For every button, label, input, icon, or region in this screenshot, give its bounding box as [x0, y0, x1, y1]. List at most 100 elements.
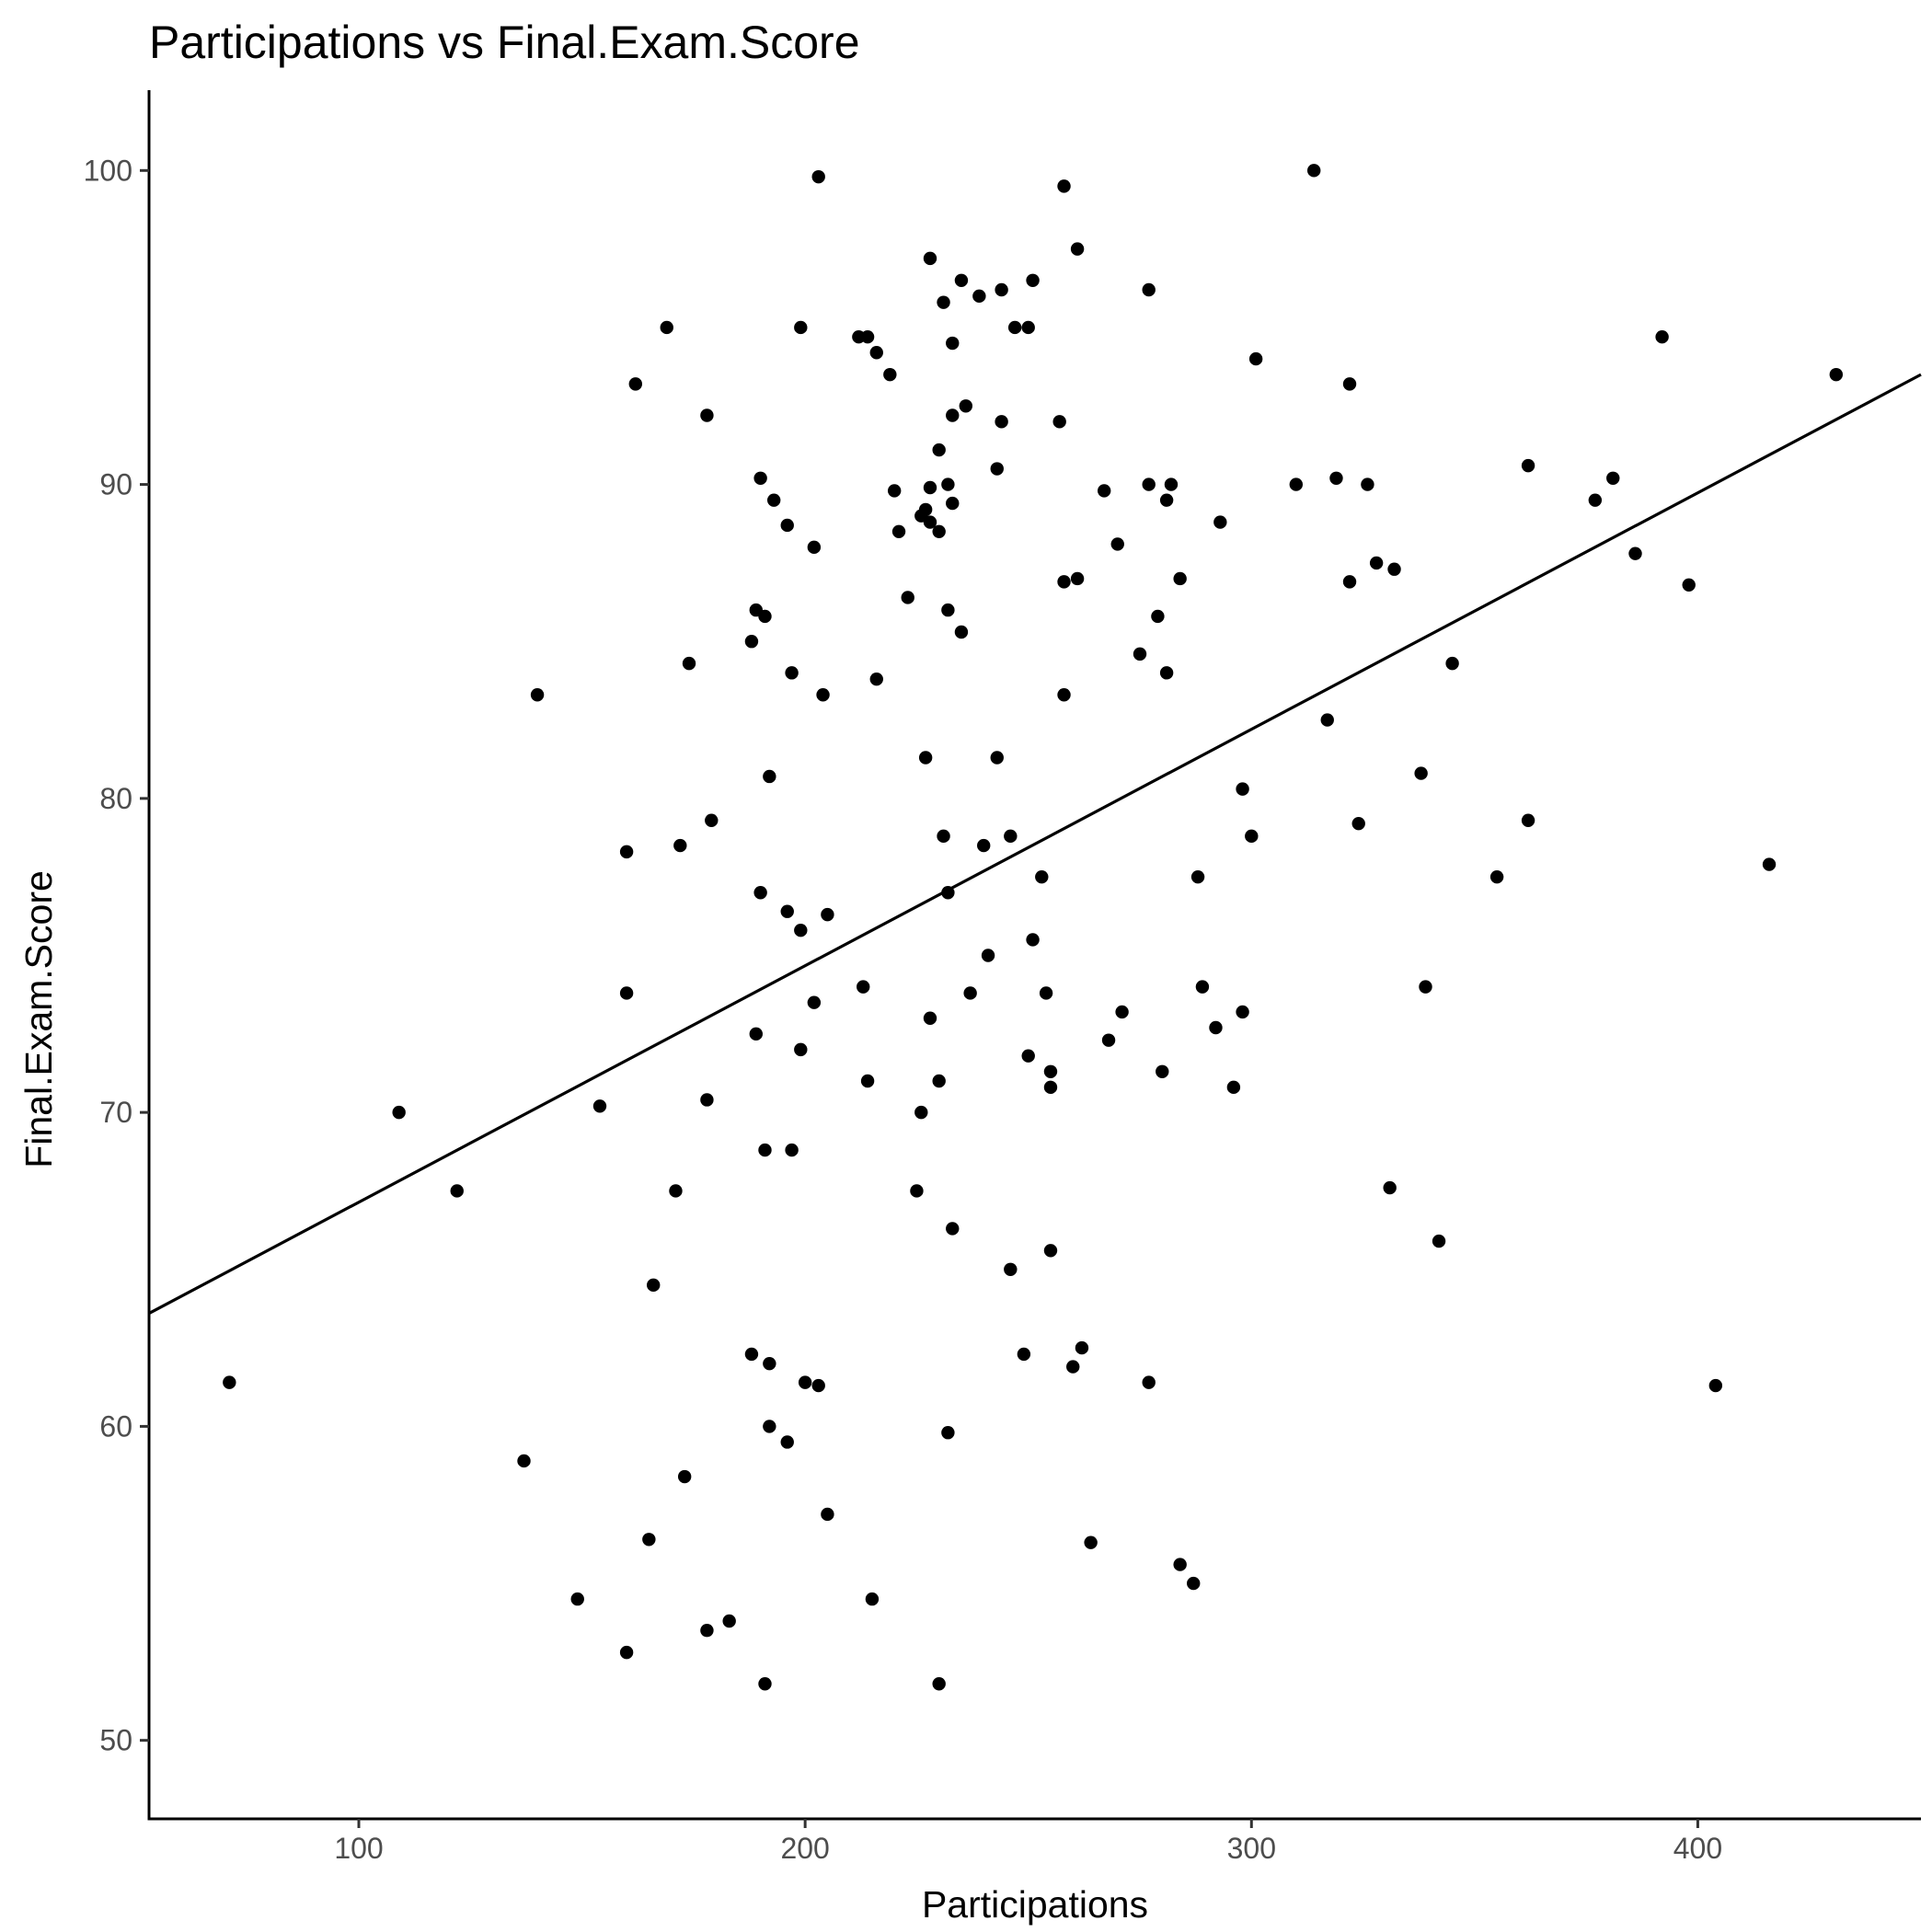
y-tick-label: 60	[99, 1409, 132, 1443]
data-point	[1097, 484, 1111, 498]
data-point	[766, 493, 781, 507]
data-point	[1307, 164, 1321, 178]
data-point	[1190, 869, 1205, 884]
x-tick-label: 100	[334, 1832, 383, 1865]
data-point	[744, 635, 759, 649]
data-point	[887, 484, 902, 498]
data-point	[1588, 493, 1603, 507]
data-point	[1057, 179, 1071, 193]
data-point	[816, 688, 830, 702]
data-point	[673, 838, 687, 853]
data-point	[1369, 556, 1384, 570]
data-point	[749, 1027, 763, 1041]
data-point	[1606, 471, 1620, 485]
data-point	[1173, 1558, 1187, 1571]
data-point	[923, 515, 937, 529]
data-point	[811, 1378, 825, 1393]
data-point	[860, 1074, 875, 1088]
data-point	[1445, 656, 1459, 671]
data-point	[946, 1222, 960, 1236]
data-point	[932, 443, 946, 457]
data-point	[883, 367, 897, 382]
x-axis-title: Participations	[922, 1883, 1148, 1926]
data-point	[891, 524, 906, 538]
data-point	[780, 1435, 794, 1449]
data-point	[918, 751, 933, 765]
data-point	[1351, 816, 1365, 831]
data-point	[995, 415, 1008, 429]
data-point	[682, 656, 696, 671]
data-point	[700, 1624, 714, 1638]
data-point	[669, 1184, 683, 1198]
data-point	[1142, 1375, 1156, 1389]
data-point	[963, 986, 977, 1000]
y-tick-label: 100	[84, 154, 132, 187]
data-point	[918, 502, 933, 517]
data-point	[901, 591, 914, 604]
data-point	[990, 462, 1004, 476]
data-point	[910, 1184, 924, 1198]
data-point	[1342, 377, 1357, 391]
data-point	[1236, 782, 1249, 796]
data-point	[811, 169, 825, 184]
x-tick-label: 200	[780, 1832, 829, 1865]
data-point	[223, 1375, 236, 1389]
y-tick-label: 90	[99, 468, 132, 501]
data-point	[857, 980, 870, 994]
data-point	[1320, 713, 1334, 727]
data-point	[1007, 320, 1022, 335]
data-point	[869, 672, 883, 686]
data-point	[1708, 1378, 1723, 1393]
data-point	[758, 1143, 772, 1157]
data-point	[914, 1105, 928, 1120]
y-axis-title: Final.Exam.Score	[17, 870, 60, 1168]
data-point	[1115, 1005, 1129, 1019]
data-point	[1070, 242, 1085, 256]
data-point	[705, 813, 719, 827]
data-point	[941, 477, 955, 491]
data-point	[1361, 477, 1374, 491]
data-point	[1387, 562, 1401, 576]
data-point	[1039, 986, 1053, 1000]
data-point	[1004, 1262, 1018, 1276]
y-tick-label: 50	[99, 1724, 132, 1757]
data-point	[937, 295, 950, 309]
data-point	[1043, 1244, 1058, 1258]
data-point	[1245, 829, 1259, 844]
data-point	[794, 320, 808, 335]
data-point	[1151, 609, 1165, 624]
data-point	[941, 1426, 955, 1440]
data-point	[1682, 578, 1696, 592]
data-point	[946, 496, 960, 511]
data-point	[1156, 1064, 1169, 1078]
data-point	[1432, 1234, 1446, 1248]
data-point	[1187, 1576, 1201, 1591]
data-point	[1075, 1340, 1089, 1355]
data-point	[1035, 869, 1049, 884]
data-point	[1142, 477, 1156, 491]
data-point	[1057, 688, 1071, 702]
data-point	[869, 346, 883, 360]
data-point	[794, 923, 808, 937]
data-point	[1419, 980, 1432, 994]
data-point	[932, 524, 946, 538]
data-point	[780, 518, 794, 533]
data-point	[1762, 857, 1777, 871]
data-point	[1248, 351, 1263, 366]
data-point	[932, 1677, 946, 1691]
data-point	[794, 1042, 808, 1057]
data-point	[1236, 1005, 1249, 1019]
data-point	[1004, 829, 1018, 844]
data-point	[763, 1420, 776, 1433]
data-point	[923, 1011, 937, 1025]
data-point	[619, 986, 634, 1000]
plot-area: 100 200 300 400 50 60 70 80 90 100	[84, 90, 1922, 1865]
data-point	[1043, 1064, 1058, 1078]
data-point	[1017, 1347, 1031, 1362]
data-point	[592, 1099, 607, 1113]
data-point	[647, 1278, 661, 1293]
data-point	[758, 1677, 772, 1691]
data-point	[1070, 571, 1085, 586]
data-point	[530, 688, 545, 702]
